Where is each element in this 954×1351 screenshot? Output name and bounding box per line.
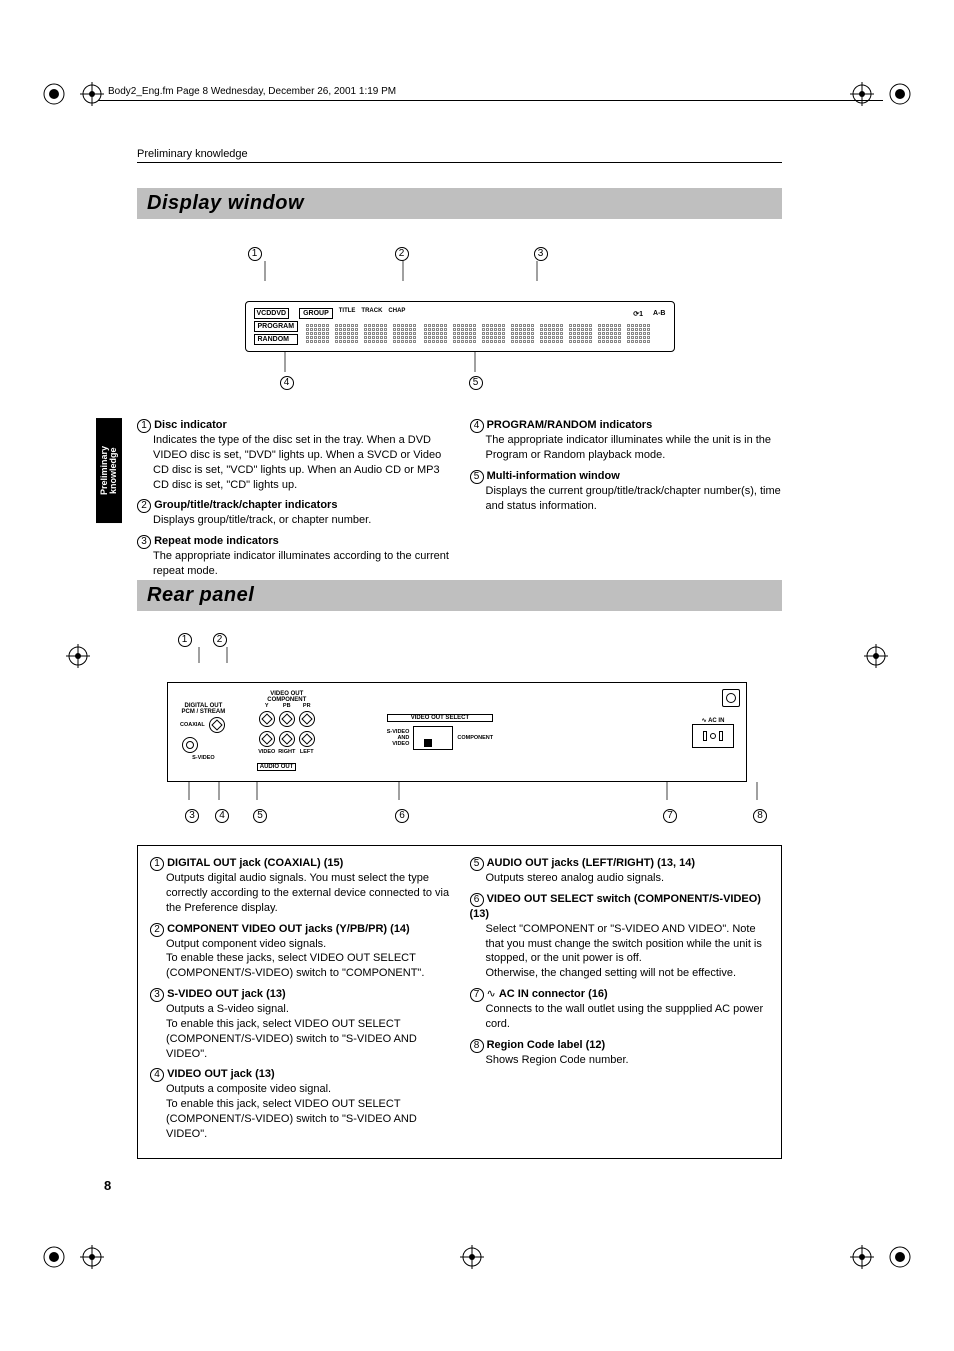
label-select: VIDEO OUT SELECT <box>387 714 493 722</box>
lcd-title: TITLE <box>339 308 356 319</box>
regmark-bl-inner <box>80 1245 104 1269</box>
label-pr: PR <box>297 703 317 709</box>
jack-left <box>299 731 315 747</box>
label-sel-component: COMPONENT <box>457 735 493 741</box>
callout-1: 1 <box>248 247 262 261</box>
regmark-bc <box>460 1245 484 1269</box>
lcd-repeat1: 1 <box>639 311 643 318</box>
rear-leaders-bottom <box>167 782 787 800</box>
lcd-group: GROUP <box>299 308 333 319</box>
jack-video <box>259 731 275 747</box>
jack-coaxial <box>209 717 225 733</box>
ac-connector <box>692 724 734 748</box>
callout-r4: 4 <box>215 809 229 823</box>
header-rule <box>98 100 883 101</box>
page-number: 8 <box>104 1178 111 1193</box>
label-video: VIDEO <box>257 749 277 755</box>
callout-3: 3 <box>534 247 548 261</box>
label-svideo: S-VIDEO <box>180 755 227 761</box>
breadcrumb-rule <box>137 162 782 163</box>
regmark-tl-outer <box>42 82 66 106</box>
lcd-ab: A-B <box>653 310 665 317</box>
rear-leaders-top <box>167 647 747 663</box>
label-pcm: PCM / STREAM <box>180 709 227 715</box>
regmark-br-inner <box>850 1245 874 1269</box>
label-y: Y <box>257 703 277 709</box>
sidebar-tab: Preliminaryknowledge <box>96 418 122 523</box>
page: Body2_Eng.fm Page 8 Wednesday, December … <box>0 0 954 1351</box>
lcd-program: PROGRAM <box>254 321 299 332</box>
label-right: RIGHT <box>277 749 297 755</box>
callout-5: 5 <box>469 376 483 390</box>
callout-2: 2 <box>395 247 409 261</box>
regmark-ml <box>66 644 90 668</box>
lcd-chap: CHAP <box>388 308 405 319</box>
regmark-tl-inner <box>80 82 104 106</box>
regmark-br-outer <box>888 1245 912 1269</box>
regmark-tr-outer <box>888 82 912 106</box>
section2-title: Rear panel <box>137 580 782 611</box>
display-leaders-top <box>245 261 675 281</box>
callout-r7: 7 <box>663 809 677 823</box>
regmark-mr <box>864 644 888 668</box>
jack-pr <box>299 711 315 727</box>
jack-svideo <box>182 737 198 753</box>
callout-r6: 6 <box>395 809 409 823</box>
lcd-track: TRACK <box>361 308 382 319</box>
display-lcd-box: VCDDVD GROUP TITLE TRACK CHAP ⟳1 A-B PRO… <box>245 301 675 352</box>
regmark-bl-outer <box>42 1245 66 1269</box>
jack-pb <box>279 711 295 727</box>
callout-r5: 5 <box>253 809 267 823</box>
rear-panel-diagram: DIGITAL OUT PCM / STREAM COAXIAL S-VIDEO… <box>167 682 747 782</box>
lcd-dvd: DVD <box>271 310 286 317</box>
lcd-vcd: VCD <box>257 310 272 317</box>
lcd-seg-group-2 <box>424 324 650 343</box>
label-ac-in: ∿ AC IN <box>692 717 734 724</box>
section2-descriptions: 1 DIGITAL OUT jack (COAXIAL) (15)Outputs… <box>150 856 769 1148</box>
label-audio-out: AUDIO OUT <box>257 763 297 771</box>
section1-title: Display window <box>137 188 782 219</box>
region-code-label <box>722 689 740 707</box>
callout-r2: 2 <box>213 633 227 647</box>
label-sel-svideo: S-VIDEO AND VIDEO <box>387 729 410 747</box>
jack-right <box>279 731 295 747</box>
callout-r8: 8 <box>753 809 767 823</box>
rear-select-switch <box>413 726 453 750</box>
lcd-seg-group-1 <box>306 324 416 343</box>
label-coaxial: COAXIAL <box>180 722 205 728</box>
label-left: LEFT <box>297 749 317 755</box>
regmark-tr-inner <box>850 82 874 106</box>
label-pb: PB <box>277 703 297 709</box>
callout-r1: 1 <box>178 633 192 647</box>
callout-r3: 3 <box>185 809 199 823</box>
breadcrumb: Preliminary knowledge <box>137 148 248 160</box>
callout-4: 4 <box>280 376 294 390</box>
header-line: Body2_Eng.fm Page 8 Wednesday, December … <box>108 86 396 97</box>
section1-descriptions: 1 Disc indicatorIndicates the type of th… <box>137 418 782 585</box>
display-leaders-bottom <box>245 352 675 372</box>
jack-y <box>259 711 275 727</box>
lcd-random: RANDOM <box>254 334 299 345</box>
